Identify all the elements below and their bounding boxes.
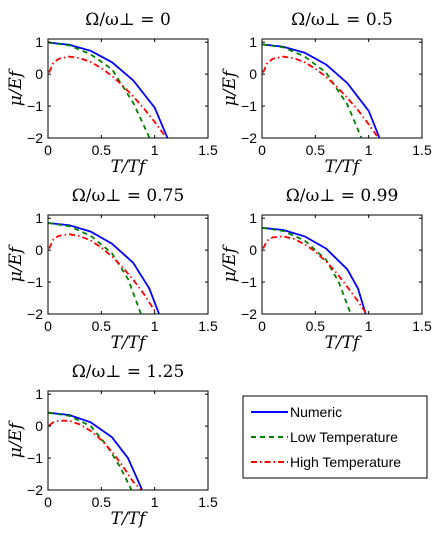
y-axis-label: μ/Ef [220,68,240,106]
y-axis-label: μ/Ef [6,420,26,458]
series-line-numeric [262,43,381,138]
y-tick-label: −2 [27,306,43,322]
x-tick-label: 0.5 [92,494,112,510]
axes-box [47,214,209,315]
legend: Numeric Low Temperature High Temperature [242,395,428,479]
series-line-numeric [48,222,160,314]
x-tick-label: 1 [365,318,373,334]
y-axis-label: μ/Ef [6,68,26,106]
x-axis-label: T/Tf [111,509,148,529]
x-tick-label: 1 [151,318,159,334]
y-tick-label: 1 [35,210,43,226]
y-axis-label: μ/Ef [6,244,26,282]
chart-panel-5: 0 0.5 1 1.5 1 0 −1 −2 Ω/ω⊥ = 1.25 T/Tf μ/Ef [6,362,218,529]
series-line-low-temperature [262,43,363,138]
x-tick-label: 1 [151,142,159,158]
series-line-high-temperature [262,235,367,313]
series-line-low-temperature [48,41,151,138]
legend-label: High Temperature [290,454,401,470]
x-tick-label: 0.5 [92,318,112,334]
legend-label: Numeric [290,404,342,420]
chart-panel-4: 0 0.5 1 1.5 1 0 −1 −2 Ω/ω⊥ = 0.99 T/Tf μ/Ef [220,186,432,353]
x-axis-label: T/Tf [111,157,148,177]
x-tick-label: 1.5 [198,142,218,158]
axes-box [47,38,209,139]
x-tick-label: 1.5 [198,494,218,510]
series-line-low-temperature [262,226,352,314]
y-tick-label: 1 [35,386,43,402]
y-tick-label: −2 [27,482,43,498]
y-tick-label: −1 [27,274,43,290]
chart-title: Ω/ω⊥ = 0.99 [286,186,399,206]
x-tick-label: 0 [44,494,52,510]
y-tick-label: 1 [249,210,257,226]
axes-box [47,390,209,491]
x-tick-label: 1 [365,142,373,158]
series-line-low-temperature [48,411,133,490]
y-tick-label: 0 [249,66,257,82]
chart-panel-1: 0 0.5 1 1.5 1 0 −1 −2 Ω/ω⊥ = 0 T/Tf μ/Ef [6,10,218,177]
series-line-high-temperature [48,419,142,490]
chart-title: Ω/ω⊥ = 0.5 [291,10,393,30]
y-tick-label: 1 [35,34,43,50]
y-tick-label: −1 [241,274,257,290]
x-tick-label: 1.5 [198,318,218,334]
y-tick-label: −1 [241,98,257,114]
y-tick-label: −1 [27,450,43,466]
chart-panel-3: 0 0.5 1 1.5 1 0 −1 −2 Ω/ω⊥ = 0.75 T/Tf μ/Ef [6,186,218,353]
x-tick-label: 0 [258,318,266,334]
series-line-numeric [262,226,367,314]
y-tick-label: 0 [35,418,43,434]
x-tick-label: 0 [44,142,52,158]
y-axis-label: μ/Ef [220,244,240,282]
y-tick-label: 1 [249,34,257,50]
x-axis-label: T/Tf [111,333,148,353]
series-line-high-temperature [262,55,378,137]
y-tick-label: 0 [35,242,43,258]
x-tick-label: 0.5 [92,142,112,158]
x-tick-label: 0.5 [306,142,326,158]
x-tick-label: 0.5 [306,318,326,334]
y-tick-label: 0 [249,242,257,258]
series-line-low-temperature [48,222,142,314]
chart-title: Ω/ω⊥ = 0 [85,10,171,30]
x-tick-label: 1 [151,494,159,510]
series-line-high-temperature [48,55,167,137]
series-line-numeric [48,41,169,138]
x-tick-label: 0 [44,318,52,334]
chart-title: Ω/ω⊥ = 0.75 [72,186,185,206]
x-axis-label: T/Tf [325,333,362,353]
chart-title: Ω/ω⊥ = 1.25 [72,362,185,382]
x-tick-label: 1.5 [412,318,432,334]
y-tick-label: −1 [27,98,43,114]
series-line-high-temperature [48,233,156,312]
chart-panel-2: 0 0.5 1 1.5 1 0 −1 −2 Ω/ω⊥ = 0.5 T/Tf μ/Ef [220,10,432,177]
axes-box [261,38,423,139]
series-line-numeric [48,411,143,490]
legend-label: Low Temperature [290,429,398,445]
x-axis-label: T/Tf [325,157,362,177]
y-tick-label: −2 [27,130,43,146]
y-tick-label: −2 [241,130,257,146]
axes-box [261,214,423,315]
x-tick-label: 1.5 [412,142,432,158]
y-tick-label: −2 [241,306,257,322]
x-tick-label: 0 [258,142,266,158]
y-tick-label: 0 [35,66,43,82]
